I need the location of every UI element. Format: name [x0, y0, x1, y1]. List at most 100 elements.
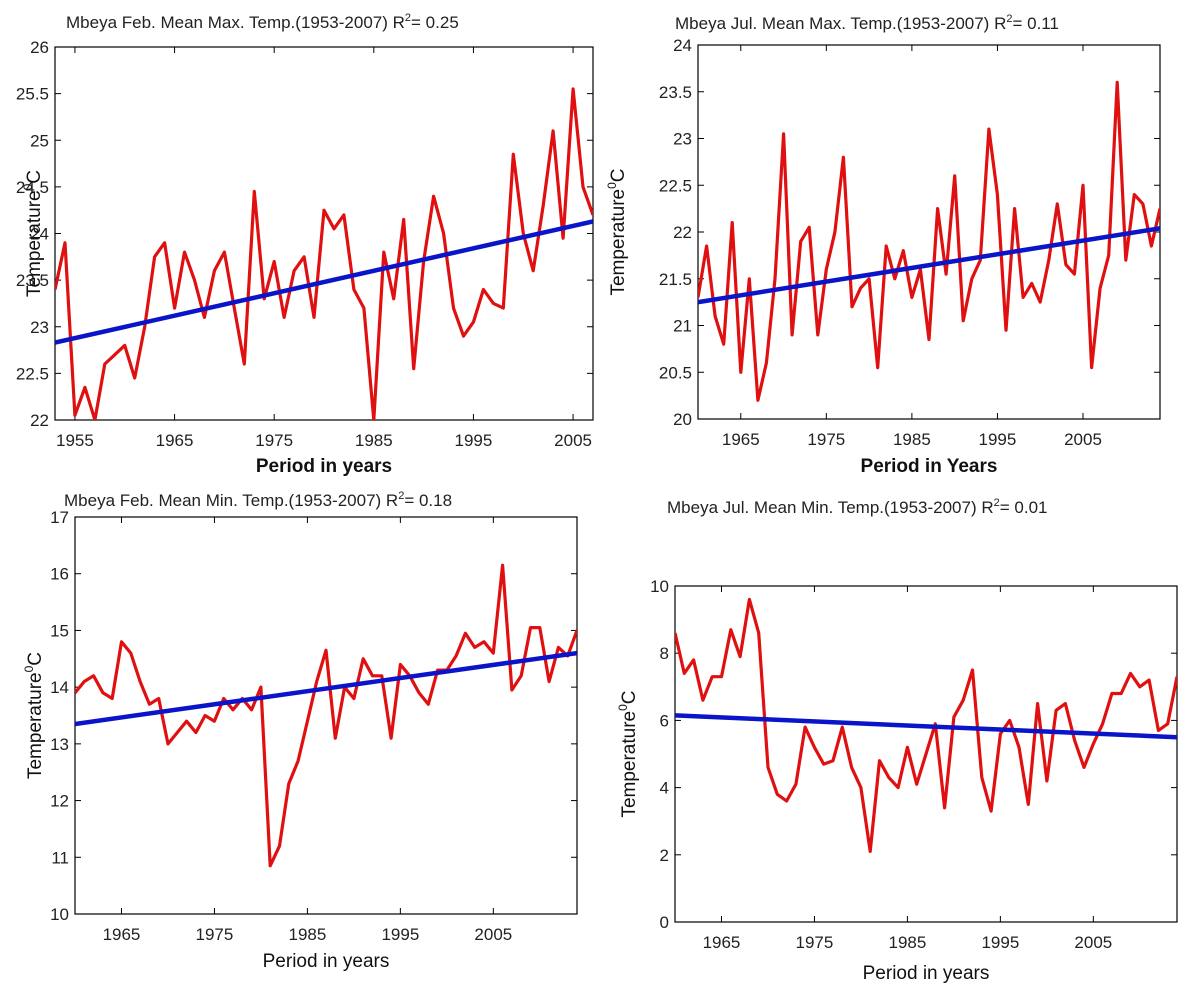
chart-panel-jul-min: 0 2 4 6 8 10 1965 1975 1985 1995 2005 Mbeya Jul. Me…	[616, 497, 1178, 984]
y-tick-label: 20	[673, 410, 692, 429]
chart-title-text: Mbeya Jul. Mean Min. Temp.(1953-2007) R	[667, 498, 994, 517]
x-tick-label: 1985	[888, 933, 926, 952]
y-tick-label: 4	[660, 779, 669, 798]
y-axis-label-unit: C	[24, 170, 45, 184]
chart-panel-feb-min: 10 11 12 13 14 15 16 17 1965 1975 1985 1995 2005 Mbey…	[22, 490, 578, 972]
y-tick-label: 23	[673, 130, 692, 149]
y-tick-label: 21	[673, 317, 692, 336]
x-tick-label: 2005	[474, 925, 512, 944]
y-tick-label: 20.5	[659, 363, 692, 382]
chart-title-text: Mbeya Feb. Mean Max. Temp.(1953-2007) R	[66, 13, 405, 32]
x-tick-label: 1985	[893, 430, 931, 449]
y-tick-label: 24	[30, 225, 49, 244]
temperature-series-line	[698, 80, 1160, 402]
temperature-series-line	[75, 563, 577, 868]
x-tick-label: 1975	[196, 925, 234, 944]
r2-value: = 0.25	[411, 13, 459, 32]
x-tick-label: 1995	[455, 431, 493, 450]
y-tick-label: 22.5	[16, 364, 49, 383]
plot-frame	[697, 44, 1161, 420]
x-tick-label: 1975	[255, 431, 293, 450]
x-tick-label: 1995	[981, 933, 1019, 952]
r2-value: = 0.18	[404, 491, 452, 510]
y-tick-label: 13	[50, 735, 69, 754]
y-tick-label: 10	[650, 577, 669, 596]
x-tick-label: 2005	[554, 431, 592, 450]
y-tick-label: 23.5	[659, 83, 692, 102]
r2-value: = 0.01	[1000, 498, 1048, 517]
y-tick-label: 22.5	[659, 176, 692, 195]
x-tick-label: 1985	[355, 431, 393, 450]
chart-title-text: Mbeya Jul. Mean Max. Temp.(1953-2007) R	[675, 14, 1006, 33]
x-tick-label: 1985	[288, 925, 326, 944]
y-tick-label: 26	[30, 38, 49, 57]
r2-superscript: 2	[405, 12, 411, 24]
x-tick-label: 1975	[796, 933, 834, 952]
trend-line	[55, 219, 593, 345]
y-tick-label: 12	[50, 792, 69, 811]
y-tick-label: 24	[673, 36, 692, 55]
r2-superscript: 2	[398, 490, 404, 502]
y-tick-label: 0	[660, 913, 669, 932]
trend-line	[75, 650, 577, 727]
y-axis-label-unit: C	[619, 690, 640, 704]
y-axis-label-text: Temperature	[619, 711, 640, 818]
y-axis-label-sup: 0	[616, 704, 630, 711]
x-tick-label: 1955	[56, 431, 94, 450]
y-tick-label: 17	[50, 508, 69, 527]
y-tick-label: 22	[30, 411, 49, 430]
trend-line	[698, 226, 1160, 305]
y-tick-label: 24.5	[16, 178, 49, 197]
chart-title: Mbeya Feb. Mean Min. Temp.(1953-2007) R2…	[64, 490, 452, 510]
y-axis-label-unit: C	[25, 652, 46, 666]
temperature-series-line	[675, 597, 1177, 853]
x-axis-label: Period in years	[263, 951, 390, 972]
y-axis-label: Temperature0C	[605, 168, 629, 295]
x-axis-label: Period in Years	[861, 456, 998, 477]
y-tick-label: 15	[50, 621, 69, 640]
y-axis-label-text: Temperature	[608, 189, 629, 296]
y-axis-label-unit: C	[608, 168, 629, 182]
chart-title: Mbeya Jul. Mean Max. Temp.(1953-2007) R2…	[675, 13, 1059, 33]
temperature-series-line	[55, 87, 593, 420]
x-axis-label: Period in years	[256, 456, 392, 477]
y-tick-label: 16	[50, 565, 69, 584]
chart-title: Mbeya Feb. Mean Max. Temp.(1953-2007) R2…	[66, 12, 459, 32]
y-tick-label: 22	[673, 223, 692, 242]
chart-panel-feb-max: 22 22.5 23 23.5 24 24.5 25 25.5 26 1955 1965 1975 19…	[16, 12, 594, 477]
y-axis-label-text: Temperature	[25, 672, 46, 779]
y-tick-label: 21.5	[659, 270, 692, 289]
y-axis-label: Temperature0C	[22, 652, 46, 779]
y-tick-label: 10	[50, 905, 69, 924]
y-axis-label-sup: 0	[605, 182, 619, 189]
x-tick-label: 1965	[103, 925, 141, 944]
y-tick-label: 11	[51, 848, 69, 867]
x-tick-label: 1995	[381, 925, 419, 944]
y-axis-label-sup: 0	[21, 183, 35, 190]
x-tick-label: 1965	[156, 431, 194, 450]
x-tick-label: 2005	[1074, 933, 1112, 952]
y-tick-label: 23	[30, 318, 49, 337]
y-tick-label: 6	[660, 711, 669, 730]
y-axis-label-sup: 0	[22, 665, 36, 672]
y-tick-label: 25	[30, 131, 49, 150]
x-axis-label: Period in years	[863, 963, 990, 984]
y-tick-label: 14	[50, 678, 69, 697]
x-tick-label: 1995	[979, 430, 1017, 449]
r2-value: = 0.11	[1012, 14, 1058, 33]
y-axis-label: Temperature0C	[21, 170, 45, 297]
y-tick-label: 2	[660, 846, 669, 865]
x-tick-label: 2005	[1064, 430, 1102, 449]
x-tick-label: 1965	[722, 430, 760, 449]
y-tick-label: 8	[660, 644, 669, 663]
plot-frame	[74, 516, 578, 915]
chart-title: Mbeya Jul. Mean Min. Temp.(1953-2007) R2…	[667, 497, 1048, 517]
y-axis-label: Temperature0C	[616, 690, 640, 817]
r2-superscript: 2	[1006, 13, 1012, 25]
x-tick-label: 1975	[807, 430, 845, 449]
y-tick-label: 25.5	[16, 85, 49, 104]
x-tick-label: 1965	[703, 933, 741, 952]
chart-title-text: Mbeya Feb. Mean Min. Temp.(1953-2007) R	[64, 491, 398, 510]
